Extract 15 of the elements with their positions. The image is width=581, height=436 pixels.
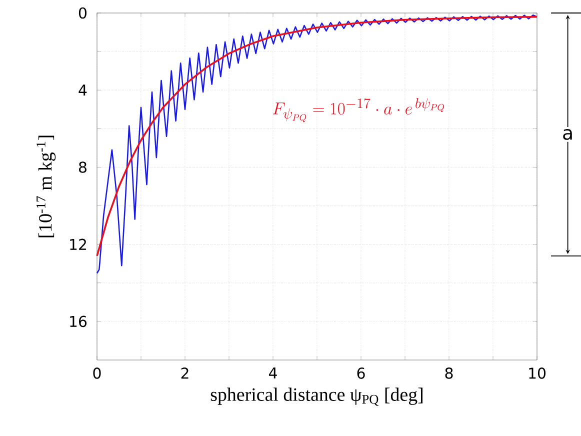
x-tick-label: 10 xyxy=(529,368,546,379)
y-tick-label: 12 xyxy=(70,238,86,250)
y-axis-title: [10$^{-17}$ m kg$^{-1}$] xyxy=(36,136,56,238)
x-tick-label: 8 xyxy=(445,368,453,379)
y-tick-label: 0 xyxy=(78,7,86,19)
y-tick-label: 8 xyxy=(78,162,86,173)
x-tick-label: 0 xyxy=(93,368,101,379)
y-tick-label: 4 xyxy=(78,84,87,96)
x-tick-label: 4 xyxy=(268,368,277,378)
y-tick-label: 16 xyxy=(70,316,87,328)
annotation: $F_{\psi_{PQ}}= 10^{-17}\cdot a\cdot e^{\,b\psi_{PQ}}$ xyxy=(272,98,444,122)
x-tick-label: 6 xyxy=(357,368,365,379)
text: a xyxy=(563,129,572,140)
x-tick-label: 2 xyxy=(181,368,188,379)
x-axis-title: spherical distance ψ$_{PQ}$ [deg] xyxy=(210,388,422,406)
